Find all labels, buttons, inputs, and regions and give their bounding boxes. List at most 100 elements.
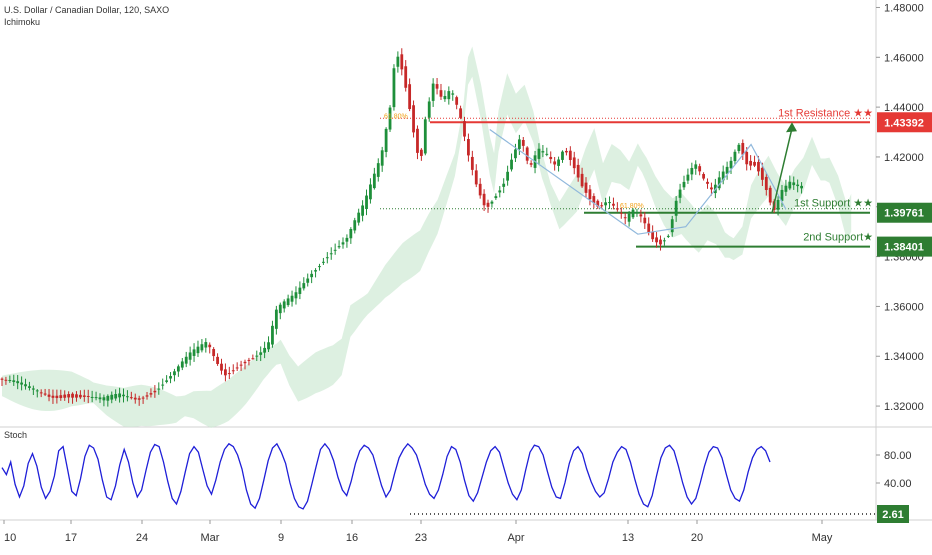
- candle-body: [521, 140, 525, 146]
- candle-body: [235, 367, 239, 369]
- price-tick-label: 1.36000: [884, 301, 924, 313]
- indicator-label: Ichimoku: [4, 17, 41, 27]
- time-tick-label: May: [812, 532, 833, 544]
- candle-body: [180, 361, 184, 368]
- candle-body: [263, 347, 267, 353]
- candle-body: [659, 239, 662, 245]
- candle-body: [278, 304, 282, 314]
- time-tick-label: 9: [278, 532, 284, 544]
- candle-body: [78, 394, 82, 398]
- candle-body: [82, 395, 86, 397]
- candle-body: [294, 292, 298, 299]
- candle-body: [572, 157, 576, 169]
- time-tick-label: Apr: [507, 532, 524, 544]
- candle-body: [239, 364, 243, 366]
- candle-body: [302, 283, 306, 289]
- candle-body: [247, 359, 251, 361]
- candle-body: [717, 177, 721, 189]
- candle-body: [0, 378, 4, 380]
- candle-body: [372, 173, 376, 189]
- candle-body: [310, 273, 314, 278]
- price-tick-label: 1.44000: [884, 102, 924, 114]
- level-value-tag: [877, 236, 932, 257]
- candle-body: [745, 151, 749, 165]
- candle-body: [412, 105, 415, 133]
- candle-body: [224, 369, 227, 376]
- candle-body: [753, 161, 756, 166]
- candle-body: [706, 181, 709, 184]
- candle-body: [780, 189, 784, 201]
- candle-body: [467, 139, 470, 156]
- candle-body: [529, 163, 533, 165]
- candle-body: [51, 395, 55, 398]
- candle-body: [71, 393, 74, 398]
- candle-body: [651, 231, 655, 240]
- candle-body: [435, 84, 439, 89]
- candle-body: [184, 356, 188, 364]
- candle-body: [423, 119, 427, 154]
- level-value-text: 1.39761: [884, 208, 924, 220]
- candle-body: [506, 171, 510, 181]
- candle-body: [47, 394, 51, 397]
- candle-body: [666, 235, 670, 237]
- candle-body: [35, 390, 39, 392]
- time-tick-label: 20: [691, 532, 703, 544]
- candle-body: [329, 253, 333, 255]
- candle-body: [75, 394, 78, 398]
- candle-body: [118, 393, 121, 398]
- level-value-text: 1.38401: [884, 242, 924, 254]
- candle-body: [376, 163, 380, 177]
- candle-body: [710, 187, 713, 190]
- candle-body: [502, 183, 506, 187]
- candle-body: [153, 390, 157, 393]
- candle-body: [208, 344, 212, 348]
- candle-body: [384, 128, 388, 152]
- candle-body: [31, 388, 35, 390]
- time-tick-label: 10: [4, 532, 16, 544]
- candle-body: [463, 121, 466, 137]
- candle-body: [251, 358, 255, 360]
- candle-body: [200, 344, 204, 351]
- fib-label: 61.80%: [384, 113, 408, 120]
- time-tick-label: 24: [136, 532, 148, 544]
- candle-body: [662, 240, 666, 242]
- candle-body: [12, 380, 16, 383]
- candle-body: [698, 166, 702, 172]
- candle-body: [525, 147, 529, 161]
- candle-body: [674, 200, 678, 216]
- candle-body: [615, 208, 619, 210]
- stoch-tick-label: 80.00: [884, 450, 912, 462]
- candle-body: [416, 128, 419, 153]
- candle-body: [333, 249, 337, 251]
- stoch-value-text: 2.61: [882, 509, 903, 521]
- candle-body: [749, 160, 753, 166]
- projection-arrow: [771, 128, 793, 214]
- candle-body: [231, 370, 235, 372]
- candle-body: [341, 242, 345, 245]
- level-label: 1st Support ★★: [794, 198, 873, 210]
- fib-label: 61.80%: [620, 203, 644, 210]
- candle-body: [345, 237, 349, 242]
- price-tick-label: 1.46000: [884, 52, 924, 64]
- candle-body: [584, 182, 588, 193]
- candle-body: [133, 397, 137, 400]
- candle-body: [733, 151, 737, 162]
- price-tick-label: 1.48000: [884, 2, 924, 14]
- candle-body: [321, 261, 325, 263]
- candle-body: [4, 379, 8, 381]
- candle-body: [670, 219, 674, 233]
- candle-body: [8, 380, 12, 382]
- candle-body: [259, 352, 263, 355]
- candle-body: [694, 164, 698, 169]
- candle-body: [431, 83, 435, 101]
- ichimoku-cloud: [2, 46, 852, 428]
- candle-body: [157, 388, 161, 390]
- candle-body: [20, 382, 23, 385]
- candle-body: [357, 212, 361, 223]
- candle-body: [494, 196, 498, 199]
- candle-body: [396, 56, 400, 67]
- candle-body: [757, 161, 760, 172]
- candle-body: [635, 212, 639, 214]
- candle-body: [298, 287, 302, 294]
